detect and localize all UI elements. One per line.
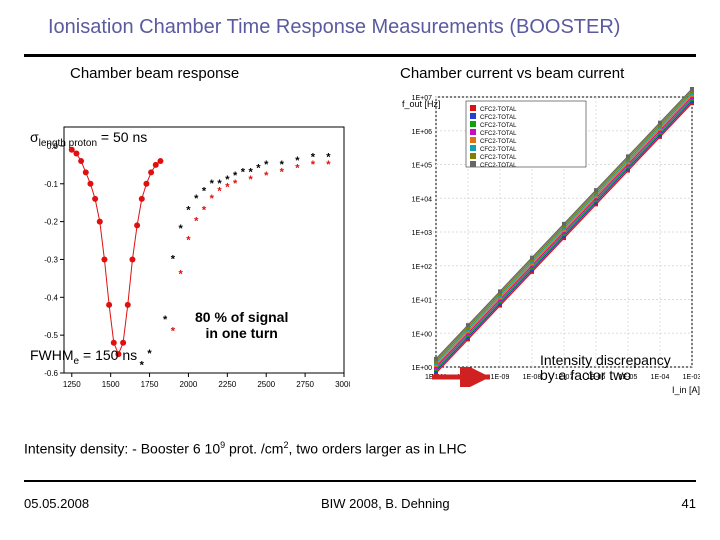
svg-text:-0.3: -0.3 — [44, 255, 58, 264]
content-area: Chamber beam response Chamber current vs… — [0, 57, 720, 417]
svg-text:*: * — [326, 159, 331, 171]
svg-text:1E+04: 1E+04 — [412, 196, 433, 203]
svg-text:1E+02: 1E+02 — [412, 264, 433, 271]
svg-text:2000: 2000 — [180, 380, 198, 389]
svg-text:*: * — [295, 163, 300, 175]
arrow-icon — [430, 367, 500, 387]
svg-text:*: * — [186, 235, 191, 247]
svg-text:1E-08: 1E-08 — [523, 374, 542, 381]
svg-text:2500: 2500 — [257, 380, 275, 389]
svg-text:1E+06: 1E+06 — [412, 129, 433, 136]
footer: 05.05.2008 BIW 2008, B. Dehning 41 — [24, 496, 696, 511]
svg-text:2750: 2750 — [296, 380, 314, 389]
svg-text:*: * — [264, 159, 269, 171]
right-chart-label: Chamber current vs beam current — [400, 65, 624, 82]
divider-bottom — [24, 480, 696, 482]
svg-text:*: * — [217, 185, 222, 197]
svg-text:-0.5: -0.5 — [44, 331, 58, 340]
svg-text:*: * — [147, 348, 152, 360]
svg-text:-0.2: -0.2 — [44, 218, 58, 227]
slide-title: Ionisation Chamber Time Response Measure… — [0, 0, 720, 48]
svg-text:-0.4: -0.4 — [44, 293, 58, 302]
fwhm-annotation: FWHMe = 150 ns — [30, 347, 137, 367]
svg-text:f_out [Hz]: f_out [Hz] — [402, 99, 441, 109]
density-text: Intensity density: - Booster 6 109 prot.… — [24, 440, 467, 457]
svg-text:*: * — [194, 216, 199, 228]
svg-text:1E-03: 1E-03 — [683, 374, 700, 381]
svg-text:*: * — [194, 193, 199, 205]
svg-text:CFC2-TOTAL: CFC2-TOTAL — [480, 139, 517, 145]
svg-text:1E+00: 1E+00 — [412, 331, 433, 338]
svg-text:1E+03: 1E+03 — [412, 230, 433, 237]
svg-text:CFC2-TOTAL: CFC2-TOTAL — [480, 115, 517, 121]
svg-text:*: * — [140, 359, 145, 371]
svg-text:*: * — [171, 253, 176, 265]
svg-text:I_in [A]: I_in [A] — [672, 385, 700, 395]
svg-text:1E+05: 1E+05 — [412, 163, 433, 170]
svg-text:*: * — [241, 166, 246, 178]
svg-text:*: * — [210, 193, 215, 205]
svg-text:*: * — [256, 163, 261, 175]
discrepancy-annotation: Intensity discrepancyby a factor two — [540, 353, 671, 384]
right-chart: 1E-0111E-0101E-091E-081E-071E-061E-051E-… — [390, 87, 700, 397]
svg-text:*: * — [202, 204, 207, 216]
left-chart-label: Chamber beam response — [70, 65, 239, 82]
svg-text:*: * — [179, 223, 184, 235]
svg-text:*: * — [186, 204, 191, 216]
svg-text:*: * — [280, 166, 285, 178]
svg-text:*: * — [171, 325, 176, 337]
signal-annotation: 80 % of signalin one turn — [195, 309, 288, 341]
svg-text:1E+01: 1E+01 — [412, 298, 433, 305]
svg-text:*: * — [311, 159, 316, 171]
svg-text:*: * — [233, 178, 238, 190]
sigma-annotation: σlength proton = 50 ns — [30, 129, 147, 149]
svg-text:CFC2-TOTAL: CFC2-TOTAL — [480, 107, 517, 113]
svg-text:CFC2-TOTAL: CFC2-TOTAL — [480, 155, 517, 161]
svg-text:*: * — [225, 182, 230, 194]
svg-text:*: * — [163, 314, 168, 326]
svg-text:1500: 1500 — [102, 380, 120, 389]
svg-text:CFC2-TOTAL: CFC2-TOTAL — [480, 147, 517, 153]
svg-text:1750: 1750 — [141, 380, 159, 389]
svg-text:*: * — [202, 185, 207, 197]
svg-text:*: * — [264, 170, 269, 182]
svg-text:*: * — [179, 269, 184, 281]
svg-text:1250: 1250 — [63, 380, 81, 389]
svg-text:2250: 2250 — [218, 380, 236, 389]
footer-center: BIW 2008, B. Dehning — [321, 496, 450, 511]
svg-text:CFC2-TOTAL: CFC2-TOTAL — [480, 123, 517, 129]
footer-page: 41 — [682, 496, 696, 511]
svg-text:CFC2-TOTAL: CFC2-TOTAL — [480, 163, 517, 169]
svg-text:CFC2-TOTAL: CFC2-TOTAL — [480, 131, 517, 137]
svg-text:*: * — [249, 174, 254, 186]
footer-date: 05.05.2008 — [24, 496, 89, 511]
svg-text:-0.6: -0.6 — [44, 369, 58, 378]
svg-text:-0.1: -0.1 — [44, 180, 58, 189]
svg-text:*: * — [210, 178, 215, 190]
svg-text:3000: 3000 — [335, 380, 350, 389]
